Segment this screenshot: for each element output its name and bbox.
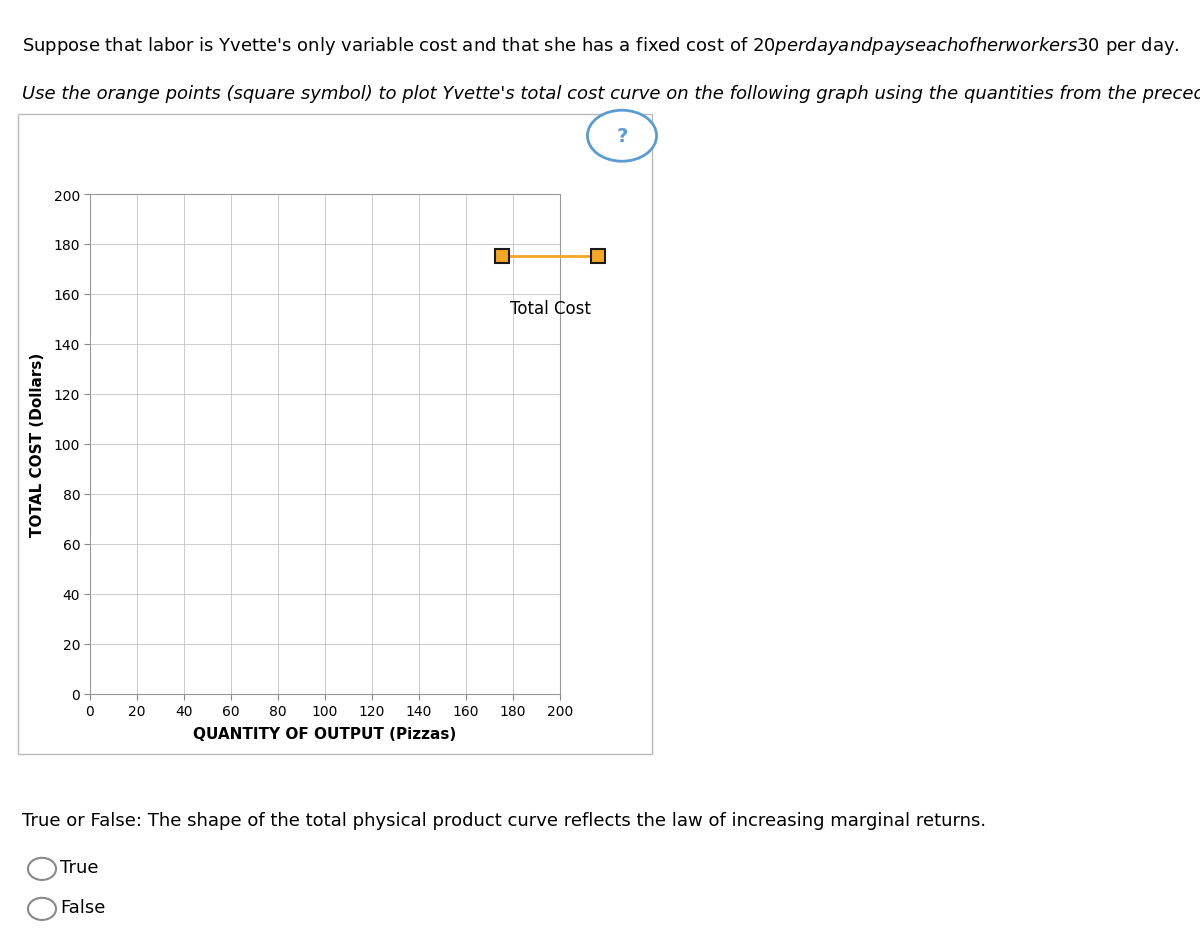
Circle shape xyxy=(28,898,56,920)
Y-axis label: TOTAL COST (Dollars): TOTAL COST (Dollars) xyxy=(30,352,46,536)
Text: True or False: The shape of the total physical product curve reflects the law of: True or False: The shape of the total ph… xyxy=(22,811,985,829)
X-axis label: QUANTITY OF OUTPUT (Pizzas): QUANTITY OF OUTPUT (Pizzas) xyxy=(193,726,457,741)
Text: True: True xyxy=(60,858,98,876)
Text: Total Cost: Total Cost xyxy=(510,299,590,318)
Circle shape xyxy=(588,111,656,162)
Circle shape xyxy=(28,858,56,880)
Text: Use the orange points (square symbol) to plot Yvette's total cost curve on the f: Use the orange points (square symbol) to… xyxy=(22,85,1200,103)
Text: Suppose that labor is Yvette's only variable cost and that she has a fixed cost : Suppose that labor is Yvette's only vari… xyxy=(22,35,1180,57)
Text: ?: ? xyxy=(617,127,628,146)
Text: False: False xyxy=(60,898,106,916)
